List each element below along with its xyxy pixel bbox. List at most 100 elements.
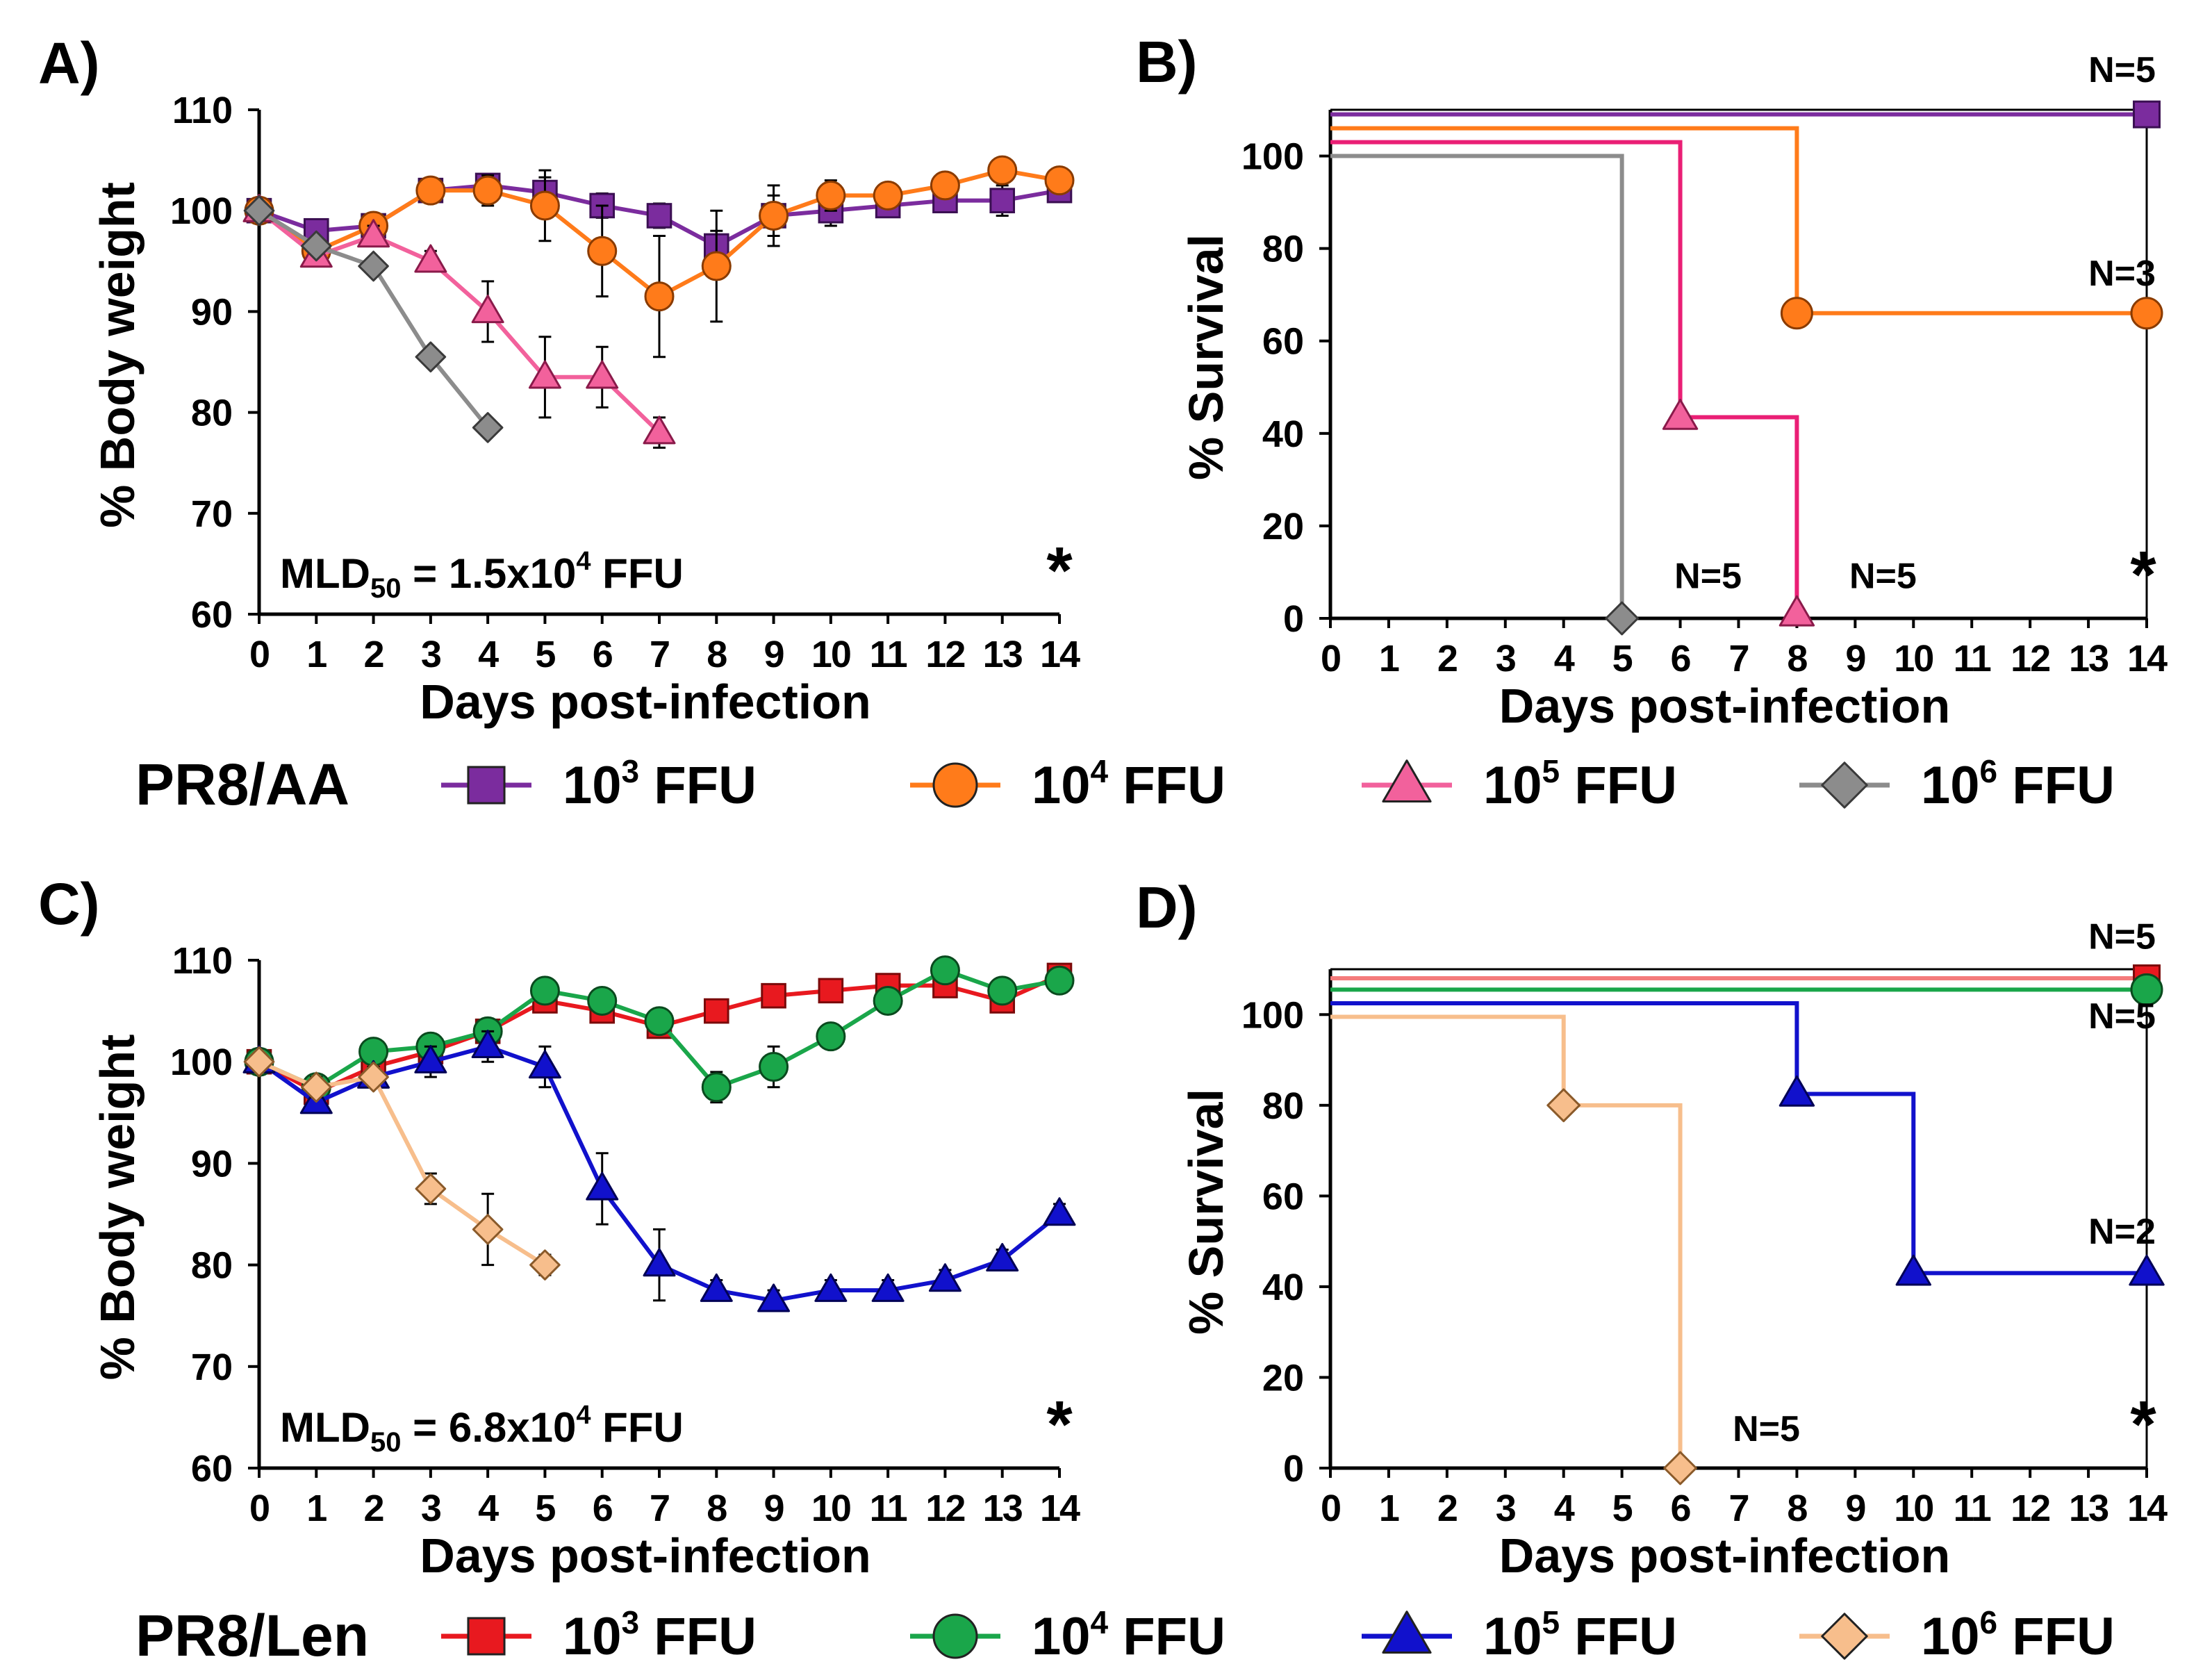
significance-star: * — [1046, 1387, 1073, 1462]
x-tick-label: 13 — [983, 1488, 1023, 1529]
x-tick-label: 3 — [1496, 1488, 1516, 1529]
data-point — [757, 1283, 791, 1312]
legend-label: 106 FFU — [1921, 753, 2115, 815]
data-point — [358, 1061, 389, 1093]
panel-letter: D) — [1136, 875, 1198, 940]
n-label: N=5 — [1674, 557, 1742, 597]
significance-star: * — [2130, 1387, 2156, 1462]
data-point — [987, 155, 1018, 186]
data-point — [472, 412, 504, 443]
significance-star: * — [1046, 534, 1073, 608]
x-axis-label: Days post-infection — [1499, 1529, 1951, 1583]
n-label: N=5 — [2088, 50, 2156, 90]
data-point — [2133, 100, 2161, 129]
legend-label: 104 FFU — [1032, 1604, 1225, 1666]
x-tick-label: 8 — [707, 1488, 727, 1529]
legend-title: PR8/Len — [135, 1603, 369, 1668]
n-label: N=5 — [1733, 1409, 1800, 1449]
data-point — [1778, 1075, 1815, 1107]
legend-entry-3: 106 FFU — [1799, 753, 2115, 815]
panel-letter: C) — [38, 871, 100, 937]
legend-marker — [1821, 1613, 1868, 1660]
legend-marker — [1382, 759, 1432, 803]
survival-step-line — [1330, 126, 2147, 315]
x-tick-label: 0 — [1321, 638, 1340, 680]
y-tick-label: 100 — [1241, 136, 1304, 178]
data-point — [472, 1214, 504, 1245]
data-point — [701, 1072, 732, 1103]
x-tick-label: 6 — [593, 1488, 613, 1529]
legend-title: PR8/AA — [135, 752, 349, 817]
x-tick-label: 14 — [2127, 638, 2168, 680]
x-axis-label: Days post-infection — [420, 675, 871, 729]
data-point — [471, 1029, 504, 1058]
x-tick-label: 10 — [811, 634, 850, 675]
x-tick-label: 1 — [306, 1488, 327, 1529]
panel-letter: A) — [38, 31, 100, 96]
x-axis-label: Days post-infection — [1499, 679, 1951, 733]
x-tick-label: 9 — [1845, 1488, 1865, 1529]
data-point — [816, 180, 846, 211]
x-tick-label: 9 — [764, 634, 784, 675]
series-2 — [1330, 1000, 2165, 1286]
x-tick-label: 2 — [364, 634, 383, 675]
legend-marker — [932, 762, 978, 808]
x-tick-label: 14 — [1040, 634, 1080, 675]
y-tick-label: 40 — [1262, 1267, 1304, 1308]
x-tick-label: 6 — [1671, 638, 1691, 680]
x-tick-label: 2 — [364, 1488, 383, 1529]
x-tick-label: 11 — [870, 634, 907, 675]
n-label: N=2 — [2088, 1212, 2156, 1252]
x-tick-label: 12 — [2011, 1488, 2049, 1529]
y-axis-label: % Body weight — [90, 1035, 145, 1381]
legend-entry-2: 105 FFU — [1362, 1604, 1677, 1666]
legend-entry-1: 104 FFU — [910, 753, 1225, 815]
x-tick-label: 0 — [1321, 1488, 1340, 1529]
n-label: N=3 — [2088, 254, 2156, 294]
x-tick-label: 8 — [1787, 638, 1807, 680]
data-point — [2129, 1254, 2165, 1286]
data-point — [415, 1173, 447, 1205]
data-point — [529, 190, 560, 221]
legend-marker — [1382, 1611, 1432, 1654]
legend-marker — [467, 1617, 506, 1656]
x-tick-label: 7 — [1728, 638, 1748, 680]
data-point — [930, 955, 960, 986]
data-point — [1044, 965, 1075, 996]
data-point — [587, 236, 618, 266]
x-tick-label: 3 — [421, 634, 441, 675]
y-tick-label: 70 — [191, 493, 233, 535]
y-tick-label: 60 — [1262, 321, 1304, 363]
data-point — [818, 978, 844, 1004]
data-point — [643, 415, 676, 445]
x-tick-label: 11 — [1954, 638, 1991, 680]
y-tick-label: 100 — [170, 190, 233, 232]
x-tick-label: 13 — [2069, 1488, 2108, 1529]
x-tick-label: 5 — [1612, 1488, 1633, 1529]
y-tick-label: 80 — [191, 1245, 233, 1287]
x-tick-label: 3 — [1496, 638, 1516, 680]
legend-entry-0: 103 FFU — [441, 753, 757, 815]
y-tick-label: 80 — [1262, 229, 1304, 270]
data-point — [587, 985, 618, 1016]
mld50-annotation: MLD50 = 1.5x104 FFU — [280, 547, 684, 604]
x-tick-label: 13 — [2069, 638, 2108, 680]
data-point — [1895, 1254, 1931, 1286]
x-tick-label: 4 — [1554, 1488, 1575, 1529]
y-tick-label: 60 — [1262, 1176, 1304, 1217]
data-point — [300, 1071, 332, 1103]
data-point — [243, 195, 275, 227]
y-tick-label: 80 — [1262, 1085, 1304, 1127]
x-tick-label: 2 — [1437, 638, 1457, 680]
x-tick-label: 5 — [535, 634, 555, 675]
data-point — [1546, 1088, 1581, 1123]
y-tick-label: 60 — [191, 1448, 233, 1490]
data-point — [243, 1046, 275, 1078]
series-3 — [243, 195, 504, 443]
data-point — [761, 982, 786, 1009]
legend-entry-0: 103 FFU — [441, 1604, 757, 1666]
x-tick-label: 10 — [811, 1488, 850, 1529]
x-tick-label: 5 — [535, 1488, 555, 1529]
